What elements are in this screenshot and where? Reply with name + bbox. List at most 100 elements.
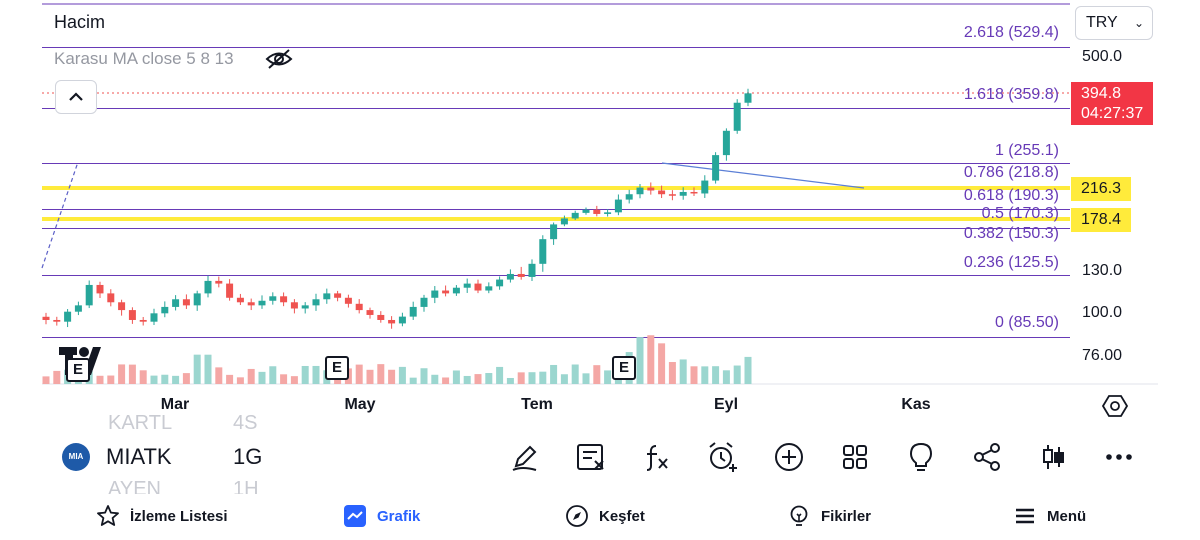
more-icon[interactable] <box>1102 440 1136 474</box>
candle-body <box>312 299 320 306</box>
nav-explore[interactable]: Keşfet <box>565 502 645 530</box>
earnings-badge[interactable]: E <box>66 358 90 382</box>
candle-body <box>528 263 536 277</box>
price-axis-tick: 76.00 <box>1082 347 1123 364</box>
earnings-badge[interactable]: E <box>325 356 349 380</box>
lightbulb-icon <box>787 504 811 528</box>
candle-body <box>744 93 752 103</box>
eye-hidden-icon[interactable] <box>265 48 293 70</box>
candle-body <box>409 306 417 317</box>
candle-body <box>150 313 158 322</box>
share-icon[interactable] <box>970 440 1004 474</box>
alert-icon[interactable] <box>706 440 740 474</box>
time-axis-label: Tem <box>521 396 553 413</box>
nav-ideas[interactable]: Fikirler <box>787 502 871 530</box>
volume-bar <box>269 366 277 384</box>
candle-body <box>593 209 601 214</box>
layouts-icon[interactable] <box>838 440 872 474</box>
candle-body <box>334 293 342 298</box>
volume-bar <box>690 366 698 384</box>
pencil-icon[interactable] <box>508 440 542 474</box>
volume-bar <box>539 371 547 384</box>
volume-bar <box>139 370 147 384</box>
chart-area[interactable]: Hacim Karasu MA close 5 8 13 TRY ⌄ 500.0… <box>0 0 1200 420</box>
candle-body <box>247 302 255 306</box>
indicators-icon[interactable] <box>640 440 674 474</box>
chart-settings-icon[interactable] <box>1101 393 1129 419</box>
candle-body <box>733 102 741 131</box>
volume-bar <box>593 365 601 384</box>
previous-symbol[interactable]: KARTL <box>108 412 173 434</box>
candle-body <box>64 311 72 322</box>
candle-body <box>658 190 666 195</box>
nav-menu[interactable]: Menü <box>1013 502 1086 530</box>
last-price-tag: 394.8 04:27:37 <box>1071 82 1153 125</box>
candle-body <box>668 194 676 196</box>
nav-label: Fikirler <box>821 507 872 525</box>
candle-body <box>182 299 190 306</box>
volume-bar <box>96 375 104 384</box>
fib-level-label: 0.5 (170.3) <box>981 205 1059 222</box>
earnings-badge[interactable]: E <box>612 356 636 380</box>
nav-watchlist[interactable]: İzleme Listesi <box>96 502 228 530</box>
clear-drawings-icon[interactable] <box>574 440 608 474</box>
candle-body <box>53 319 61 322</box>
volume-bar <box>215 367 223 384</box>
volume-bar <box>161 374 169 384</box>
candle-body <box>571 212 579 219</box>
candle-body <box>269 296 277 301</box>
candle-body <box>463 283 471 288</box>
candle-body <box>366 310 374 315</box>
indicator-label[interactable]: Karasu MA close 5 8 13 <box>54 49 234 68</box>
price-axis-tick: 100.0 <box>1082 304 1123 321</box>
nav-label: Menü <box>1047 507 1087 525</box>
volume-bar <box>658 343 666 384</box>
nav-chart[interactable]: Grafik <box>343 502 420 530</box>
chevron-down-icon: ⌄ <box>1133 16 1144 30</box>
candle-body <box>290 302 298 309</box>
fib-level-label: 2.618 (529.4) <box>963 24 1059 41</box>
volume-bar <box>733 365 741 384</box>
candle-body <box>679 191 687 196</box>
volume-bar <box>431 374 439 384</box>
candle-body <box>204 280 212 294</box>
collapse-legend-button[interactable] <box>55 80 97 114</box>
symbol-logo: MIA <box>62 443 90 471</box>
candle-body <box>506 273 514 280</box>
volume-bar <box>485 373 493 384</box>
candle-type-icon[interactable] <box>1036 440 1070 474</box>
volume-bar <box>236 377 244 384</box>
candle-body <box>377 314 385 320</box>
fib-level-label: 0.236 (125.5) <box>963 254 1059 271</box>
fib-level-label: 0 (85.50) <box>994 314 1059 331</box>
candle-body <box>226 283 234 298</box>
time-axis-label: Mar <box>160 396 190 413</box>
add-icon[interactable] <box>772 440 806 474</box>
candle-body <box>42 316 50 320</box>
candle-body <box>474 283 482 291</box>
last-price-value: 394.8 <box>1081 85 1122 102</box>
volume-bar <box>550 364 558 384</box>
chevron-up-icon <box>69 92 83 101</box>
volume-bar <box>668 362 676 384</box>
candle-body <box>96 284 104 294</box>
candle-body <box>701 180 709 194</box>
volume-bar <box>377 364 385 384</box>
previous-interval[interactable]: 4S <box>233 412 258 434</box>
volume-bar <box>150 375 158 384</box>
currency-select[interactable]: TRY ⌄ <box>1075 6 1153 40</box>
volume-bar <box>420 368 428 384</box>
volume-bar <box>118 364 126 384</box>
candle-body <box>344 297 352 304</box>
volume-bar <box>744 356 752 384</box>
volume-bar <box>636 337 644 384</box>
volume-bar <box>517 372 525 384</box>
interval-selector[interactable]: 1G <box>233 444 263 469</box>
volume-bar <box>452 370 460 384</box>
volume-bar <box>204 354 212 384</box>
volume-bar <box>172 375 180 384</box>
candle-body <box>431 290 439 298</box>
candle-body <box>582 209 590 213</box>
ideas-icon[interactable] <box>904 440 938 474</box>
symbol-name[interactable]: MIATK <box>106 444 172 469</box>
